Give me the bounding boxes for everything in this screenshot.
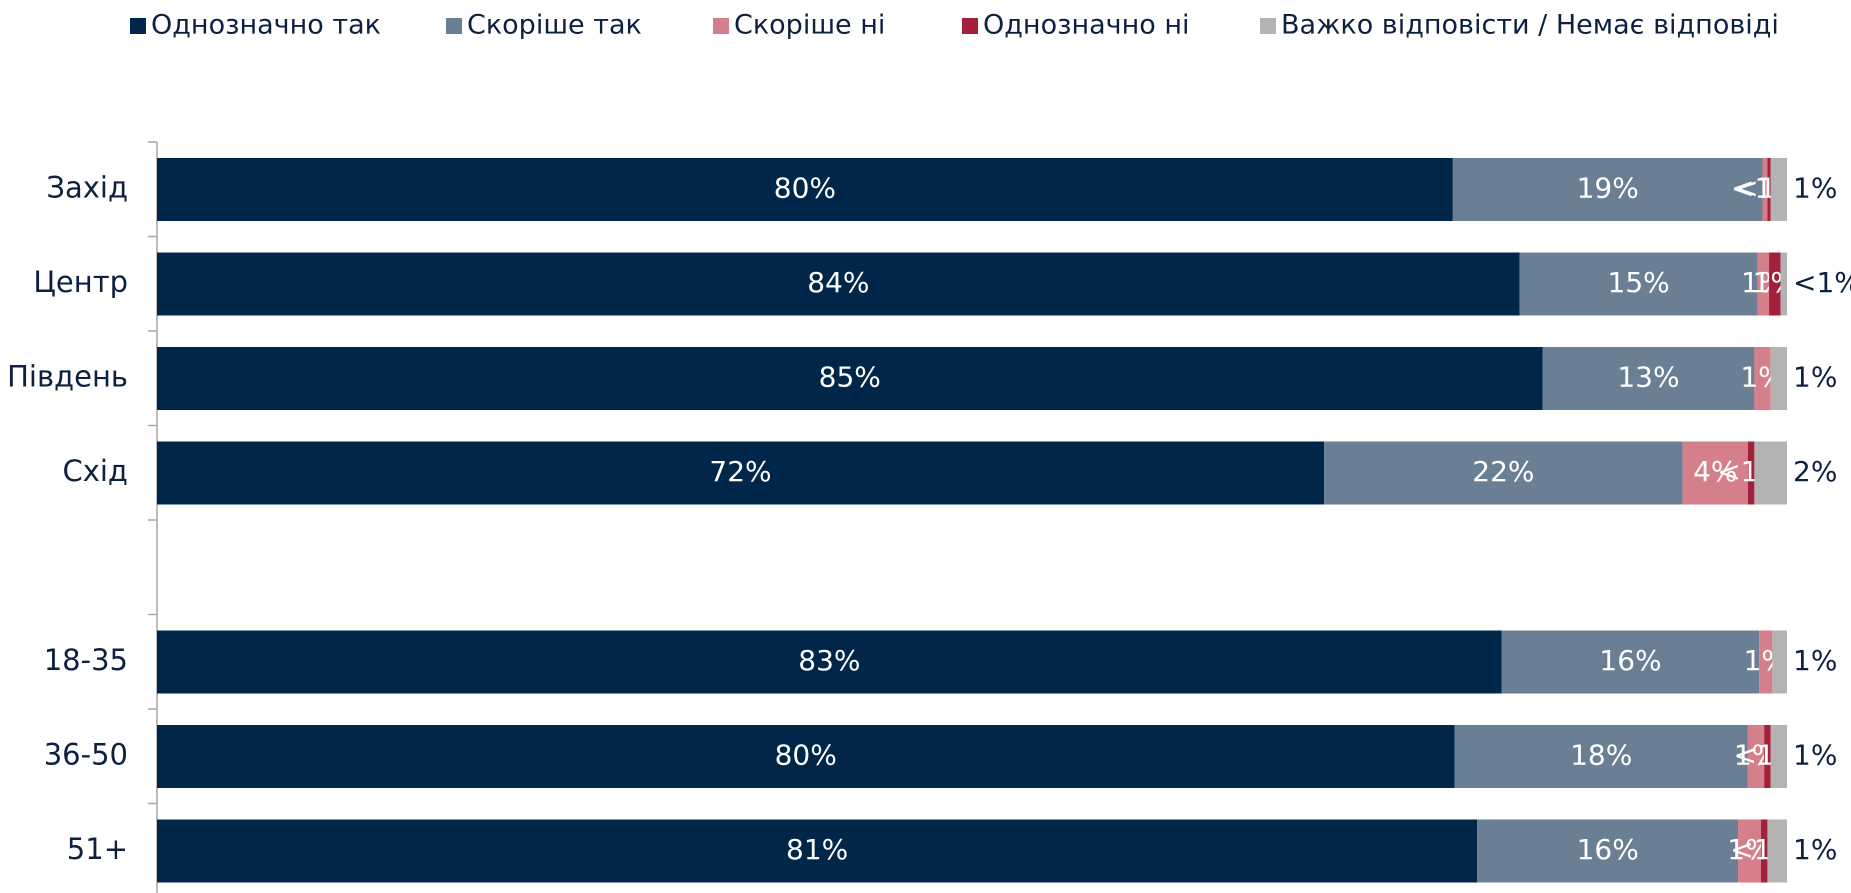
bar-segment: [157, 347, 1543, 410]
data-label: 81%: [786, 833, 848, 866]
bar-segment: [1764, 725, 1771, 788]
bar-segment: [1477, 819, 1739, 883]
legend-swatch: [713, 18, 729, 34]
data-label: 1%: [1793, 361, 1837, 394]
bar-segment: [1519, 252, 1758, 316]
bar-segment: [1780, 252, 1787, 316]
data-label: 13%: [1617, 361, 1679, 394]
category-label: Схід: [62, 454, 128, 488]
bar-segment: [157, 158, 1453, 221]
data-label: 2%: [1793, 455, 1837, 488]
bar-segment: [1759, 630, 1773, 694]
legend-label: Однозначно так: [151, 10, 381, 41]
legend-swatch: [446, 18, 462, 34]
data-label: 72%: [709, 455, 771, 488]
bar-segment: [1757, 252, 1770, 316]
category-label: Центр: [33, 265, 128, 299]
bar-segment: [1542, 347, 1755, 410]
bar-segment: [1747, 725, 1765, 788]
data-label: 80%: [775, 739, 837, 772]
bar-segment: [1767, 158, 1771, 221]
data-label: 22%: [1472, 455, 1534, 488]
category-label: 36-50: [44, 738, 128, 772]
data-label: 80%: [774, 172, 836, 205]
data-label: 19%: [1577, 172, 1639, 205]
bar-segment: [157, 441, 1325, 505]
data-label: 1%: [1753, 266, 1797, 299]
legend-label: Важко відповісти / Немає відповіді: [1281, 10, 1779, 41]
bar-segment: [157, 725, 1455, 788]
category-label: Південь: [7, 360, 128, 394]
bar-segment: [1682, 441, 1748, 505]
bar-segment: [1738, 819, 1761, 883]
data-label: <1%: [1735, 172, 1803, 205]
category-label: 18-35: [44, 643, 128, 677]
bar-segment: [157, 252, 1520, 316]
data-label: 15%: [1608, 266, 1670, 299]
legend-swatch: [1260, 18, 1276, 34]
data-label: 84%: [807, 266, 869, 299]
bar-segment: [1770, 347, 1787, 410]
legend-label: Скоріше ні: [734, 10, 885, 41]
bar-segment: [1762, 158, 1768, 221]
bar-segment: [157, 819, 1478, 883]
bar-segment: [1501, 630, 1760, 694]
data-label: 85%: [819, 361, 881, 394]
data-label: 18%: [1570, 739, 1632, 772]
bar-segment: [1770, 158, 1787, 221]
bar-segment: [1754, 347, 1771, 410]
bar-segment: [1769, 252, 1781, 316]
category-label: 51+: [67, 832, 128, 866]
category-label: Захід: [46, 171, 128, 205]
data-label: 4%: [1693, 455, 1737, 488]
bar-segment: [1754, 441, 1787, 505]
data-label: 83%: [798, 644, 860, 677]
data-label: <1%: [1730, 833, 1798, 866]
data-label: <1%: [1733, 739, 1801, 772]
data-label: <1%: [1793, 266, 1851, 299]
legend-label: Однозначно ні: [983, 10, 1190, 41]
data-label: 1%: [1793, 172, 1837, 205]
bar-segment: [1770, 725, 1787, 788]
data-label: 1%: [1793, 833, 1837, 866]
data-label: 16%: [1577, 833, 1639, 866]
legend-swatch: [962, 18, 978, 34]
data-label: 16%: [1599, 644, 1661, 677]
legend-swatch: [130, 18, 146, 34]
bar-segment: [1324, 441, 1683, 505]
bar-segment: [1454, 725, 1748, 788]
data-label: 1%: [1793, 739, 1837, 772]
data-label: <1%: [1731, 172, 1799, 205]
bar-segment: [1747, 441, 1755, 505]
bar-segment: [1767, 819, 1787, 883]
data-label: 1%: [1793, 644, 1837, 677]
bar-segment: [157, 630, 1502, 694]
legend-label: Скоріше так: [467, 10, 642, 41]
bar-segment: [1760, 819, 1768, 883]
bar-segment: [1772, 630, 1787, 694]
bar-segment: [1452, 158, 1763, 221]
